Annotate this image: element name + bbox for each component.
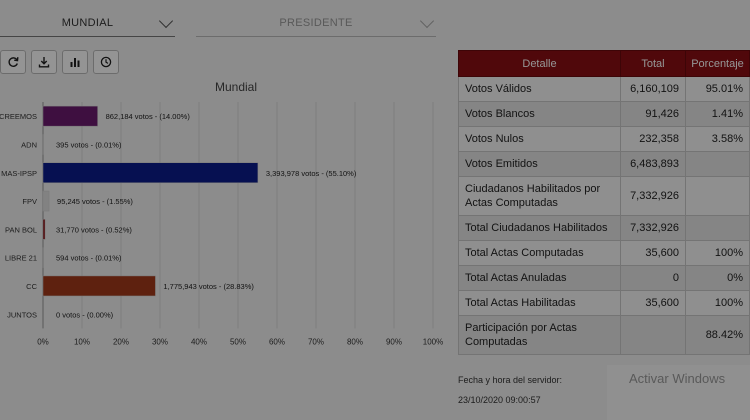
row-total: 35,600	[620, 290, 686, 316]
row-total: 232,358	[620, 126, 686, 152]
header-porcentaje: Porcentaje	[685, 50, 750, 77]
row-percent	[685, 215, 750, 241]
x-tick-label: 100%	[423, 337, 443, 346]
category-label: LIBRE 21	[5, 254, 37, 263]
row-total: 7,332,926	[620, 215, 686, 241]
table-row: Votos Blancos 91,426 1.41%	[458, 101, 750, 127]
region-select[interactable]: MUNDIAL	[0, 10, 175, 37]
row-percent: 100%	[685, 240, 750, 266]
data-label: 95,245 votos - (1.55%)	[57, 197, 133, 206]
bar	[42, 275, 156, 297]
row-label: Total Actas Anuladas	[458, 265, 621, 291]
x-tick-label: 20%	[113, 337, 129, 346]
category-label: ADN	[21, 140, 37, 149]
office-select-value: PRESIDENTE	[279, 17, 353, 29]
clock-button[interactable]	[93, 50, 119, 74]
server-time-value: 23/10/2020 09:00:57	[458, 395, 541, 405]
table-row: Ciudadanos Habilitados por Actas Computa…	[458, 176, 750, 216]
data-label: 0 votos - (0.00%)	[56, 310, 114, 319]
row-percent: 100%	[685, 290, 750, 316]
server-time-label: Fecha y hora del servidor:	[458, 375, 563, 385]
download-button[interactable]	[31, 50, 57, 74]
data-label: 31,770 votos - (0.52%)	[56, 225, 132, 234]
chart-toolbar	[0, 50, 119, 74]
refresh-icon	[8, 57, 19, 67]
category-label: CREEMOS	[0, 112, 37, 121]
row-label: Participación por Actas Computadas	[458, 315, 621, 355]
row-total: 6,160,109	[620, 76, 686, 102]
chart-title: Mundial	[214, 80, 258, 94]
header-total: Total	[620, 50, 686, 77]
row-percent: 95.01%	[685, 76, 750, 102]
row-percent	[685, 151, 750, 177]
x-tick-label: 40%	[191, 337, 207, 346]
row-label: Votos Blancos	[458, 101, 621, 127]
x-tick-label: 60%	[269, 337, 285, 346]
row-total: 7,332,926	[620, 176, 686, 216]
row-label: Votos Nulos	[458, 126, 621, 152]
data-label: 3,393,978 votos - (55.10%)	[266, 169, 357, 178]
row-label: Total Ciudadanos Habilitados	[458, 215, 621, 241]
row-percent: 3.58%	[685, 126, 750, 152]
table-row: Total Actas Computadas 35,600 100%	[458, 240, 750, 266]
row-percent: 88.42%	[685, 315, 750, 355]
category-label: JUNTOS	[7, 310, 37, 319]
x-tick-label: 70%	[308, 337, 324, 346]
row-total: 35,600	[620, 240, 686, 266]
table-row: Total Ciudadanos Habilitados 7,332,926	[458, 215, 750, 241]
row-label: Total Actas Computadas	[458, 240, 621, 266]
category-label: MAS-IPSP	[1, 169, 37, 178]
x-tick-label: 30%	[152, 337, 168, 346]
activation-watermark: Activar Windows	[607, 365, 750, 420]
table-row: Total Actas Habilitadas 35,600 100%	[458, 290, 750, 316]
row-label: Votos Válidos	[458, 76, 621, 102]
table-header-row: Detalle Total Porcentaje	[458, 50, 750, 77]
bar-chart-icon	[70, 58, 80, 67]
table-row: Votos Nulos 232,358 3.58%	[458, 126, 750, 152]
x-tick-label: 90%	[386, 337, 402, 346]
row-label: Votos Emitidos	[458, 151, 621, 177]
category-label: CC	[26, 282, 37, 291]
region-select-value: MUNDIAL	[61, 17, 114, 29]
row-percent: 1.41%	[685, 101, 750, 127]
x-tick-label: 80%	[347, 337, 363, 346]
bar	[42, 162, 259, 183]
row-label: Total Actas Habilitadas	[458, 290, 621, 316]
data-label: 395 votos - (0.01%)	[56, 140, 122, 149]
x-tick-label: 50%	[230, 337, 246, 346]
row-label: Ciudadanos Habilitados por Actas Computa…	[458, 176, 621, 216]
office-select[interactable]: PRESIDENTE	[196, 10, 436, 37]
x-tick-label: 0%	[37, 337, 49, 346]
bar	[42, 219, 46, 240]
results-bar-chart: 0% 10% 20% 30% 40% 50% 60% 70% 80% 90% 100% CREEMOS…	[0, 102, 443, 346]
table-row: Votos Emitidos 6,483,893	[458, 151, 750, 177]
row-total: 91,426	[620, 101, 686, 127]
table-row: Votos Válidos 6,160,109 95.01%	[458, 76, 750, 102]
header-detalle: Detalle	[458, 50, 621, 77]
row-percent	[685, 176, 750, 216]
x-tick-label: 10%	[74, 337, 90, 346]
table-row: Total Actas Anuladas 0 0%	[458, 265, 750, 291]
table-row: Participación por Actas Computadas 88.42%	[458, 315, 750, 355]
watermark-text: Activar Windows	[629, 371, 726, 386]
bar	[42, 105, 98, 127]
bar	[42, 190, 50, 212]
row-percent: 0%	[685, 265, 750, 291]
data-label: 862,184 votos - (14.00%)	[106, 112, 191, 121]
row-total	[620, 315, 686, 355]
row-total: 6,483,893	[620, 151, 686, 177]
clock-icon	[100, 56, 112, 68]
data-label: 594 votos - (0.01%)	[56, 254, 122, 263]
category-label: PAN BOL	[5, 225, 37, 234]
results-table: Detalle Total Porcentaje Votos Válidos 6,…	[458, 50, 750, 355]
data-label: 1,775,943 votos - (28.83%)	[163, 282, 254, 291]
row-total: 0	[620, 265, 686, 291]
download-icon	[38, 57, 50, 68]
category-label: FPV	[22, 197, 37, 206]
refresh-button[interactable]	[0, 50, 26, 74]
bar-chart-button[interactable]	[62, 50, 88, 74]
